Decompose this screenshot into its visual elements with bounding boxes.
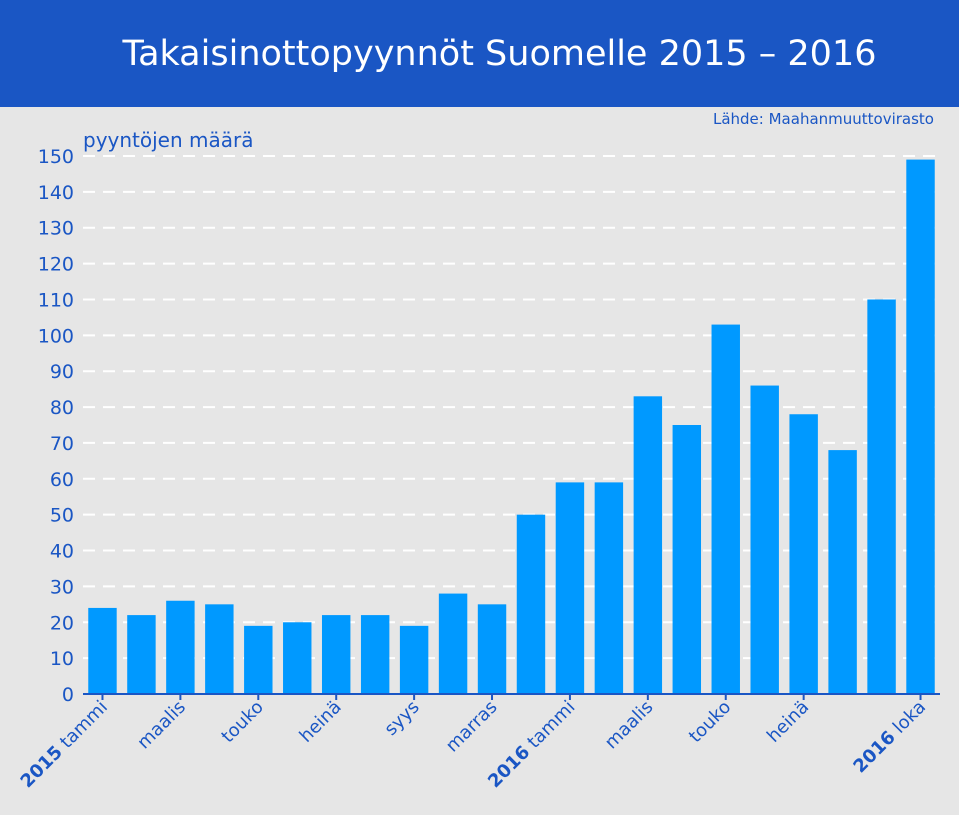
- y-tick-label: 50: [50, 505, 74, 527]
- x-tick-label: heinä: [296, 697, 346, 747]
- bar: [283, 622, 312, 694]
- bar: [828, 450, 857, 694]
- y-tick-label: 30: [50, 576, 74, 598]
- y-tick-label: 100: [38, 325, 74, 347]
- source-note: Lähde: Maahanmuuttovirasto: [712, 110, 934, 128]
- bar: [166, 600, 195, 694]
- x-tick-label: touko: [685, 697, 735, 747]
- y-tick-label: 110: [38, 289, 74, 311]
- y-tick-label: 0: [62, 684, 74, 706]
- x-tick-label: 2015 tammi: [17, 697, 112, 792]
- bar: [906, 159, 935, 694]
- title-banner: Takaisinottopyynnöt Suomelle 2015 – 2016: [0, 0, 959, 107]
- x-tick-label: maalis: [133, 697, 190, 754]
- y-tick-label: 140: [38, 182, 74, 204]
- bar: [127, 615, 156, 694]
- y-tick-label: 120: [38, 254, 74, 276]
- x-tick-label: maalis: [601, 697, 658, 754]
- x-tick-label: touko: [217, 697, 267, 747]
- bar: [789, 414, 818, 694]
- y-tick-label: 130: [38, 218, 74, 240]
- bars: [88, 159, 935, 694]
- bar: [867, 299, 896, 694]
- y-tick-label: 150: [38, 146, 74, 168]
- x-tick-label: 2016 loka: [849, 697, 930, 778]
- x-axis-ticks: 2015 tammi maalis touko heinä syys marras 2016…: [17, 694, 930, 792]
- x-tick-label: heinä: [763, 697, 813, 747]
- gridlines: [83, 155, 940, 660]
- y-tick-label: 10: [50, 648, 74, 670]
- x-tick-month: touko: [217, 697, 267, 747]
- x-tick-month: touko: [685, 697, 735, 747]
- y-axis-ticks: 0 10 20 30 40 50 60 70 80 90 100 110 120 130 140 150: [38, 146, 74, 706]
- y-tick-label: 40: [50, 541, 74, 563]
- bar: [750, 385, 779, 694]
- x-tick-label: marras: [442, 697, 502, 757]
- x-tick-month: loka: [885, 697, 930, 742]
- y-tick-label: 60: [50, 469, 74, 491]
- x-tick-month: maalis: [133, 697, 190, 754]
- bar: [205, 604, 234, 694]
- bar: [244, 625, 273, 694]
- y-tick-label: 70: [50, 433, 74, 455]
- x-tick-month: syys: [380, 697, 423, 740]
- bar: [477, 604, 507, 694]
- bar: [633, 396, 663, 694]
- x-tick-month: heinä: [296, 697, 346, 747]
- x-tick-month: heinä: [763, 697, 813, 747]
- x-tick-label: syys: [380, 697, 423, 740]
- y-tick-label: 90: [50, 361, 74, 383]
- y-tick-label: 80: [50, 397, 74, 419]
- bar: [711, 324, 740, 694]
- bar: [360, 615, 390, 694]
- bar: [321, 615, 351, 694]
- x-tick-month: maalis: [601, 697, 658, 754]
- bar: [399, 625, 429, 694]
- x-tick-month: tammi: [519, 697, 579, 757]
- bar: [438, 593, 468, 694]
- bar: [555, 482, 585, 694]
- bar: [672, 425, 702, 694]
- bar: [594, 482, 624, 694]
- y-tick-label: 20: [50, 612, 74, 634]
- bar: [88, 607, 117, 694]
- x-tick-month: marras: [442, 697, 502, 757]
- y-axis-label: pyyntöjen määrä: [83, 128, 254, 152]
- chart-title: Takaisinottopyynnöt Suomelle 2015 – 2016: [122, 34, 877, 74]
- bar: [516, 514, 546, 694]
